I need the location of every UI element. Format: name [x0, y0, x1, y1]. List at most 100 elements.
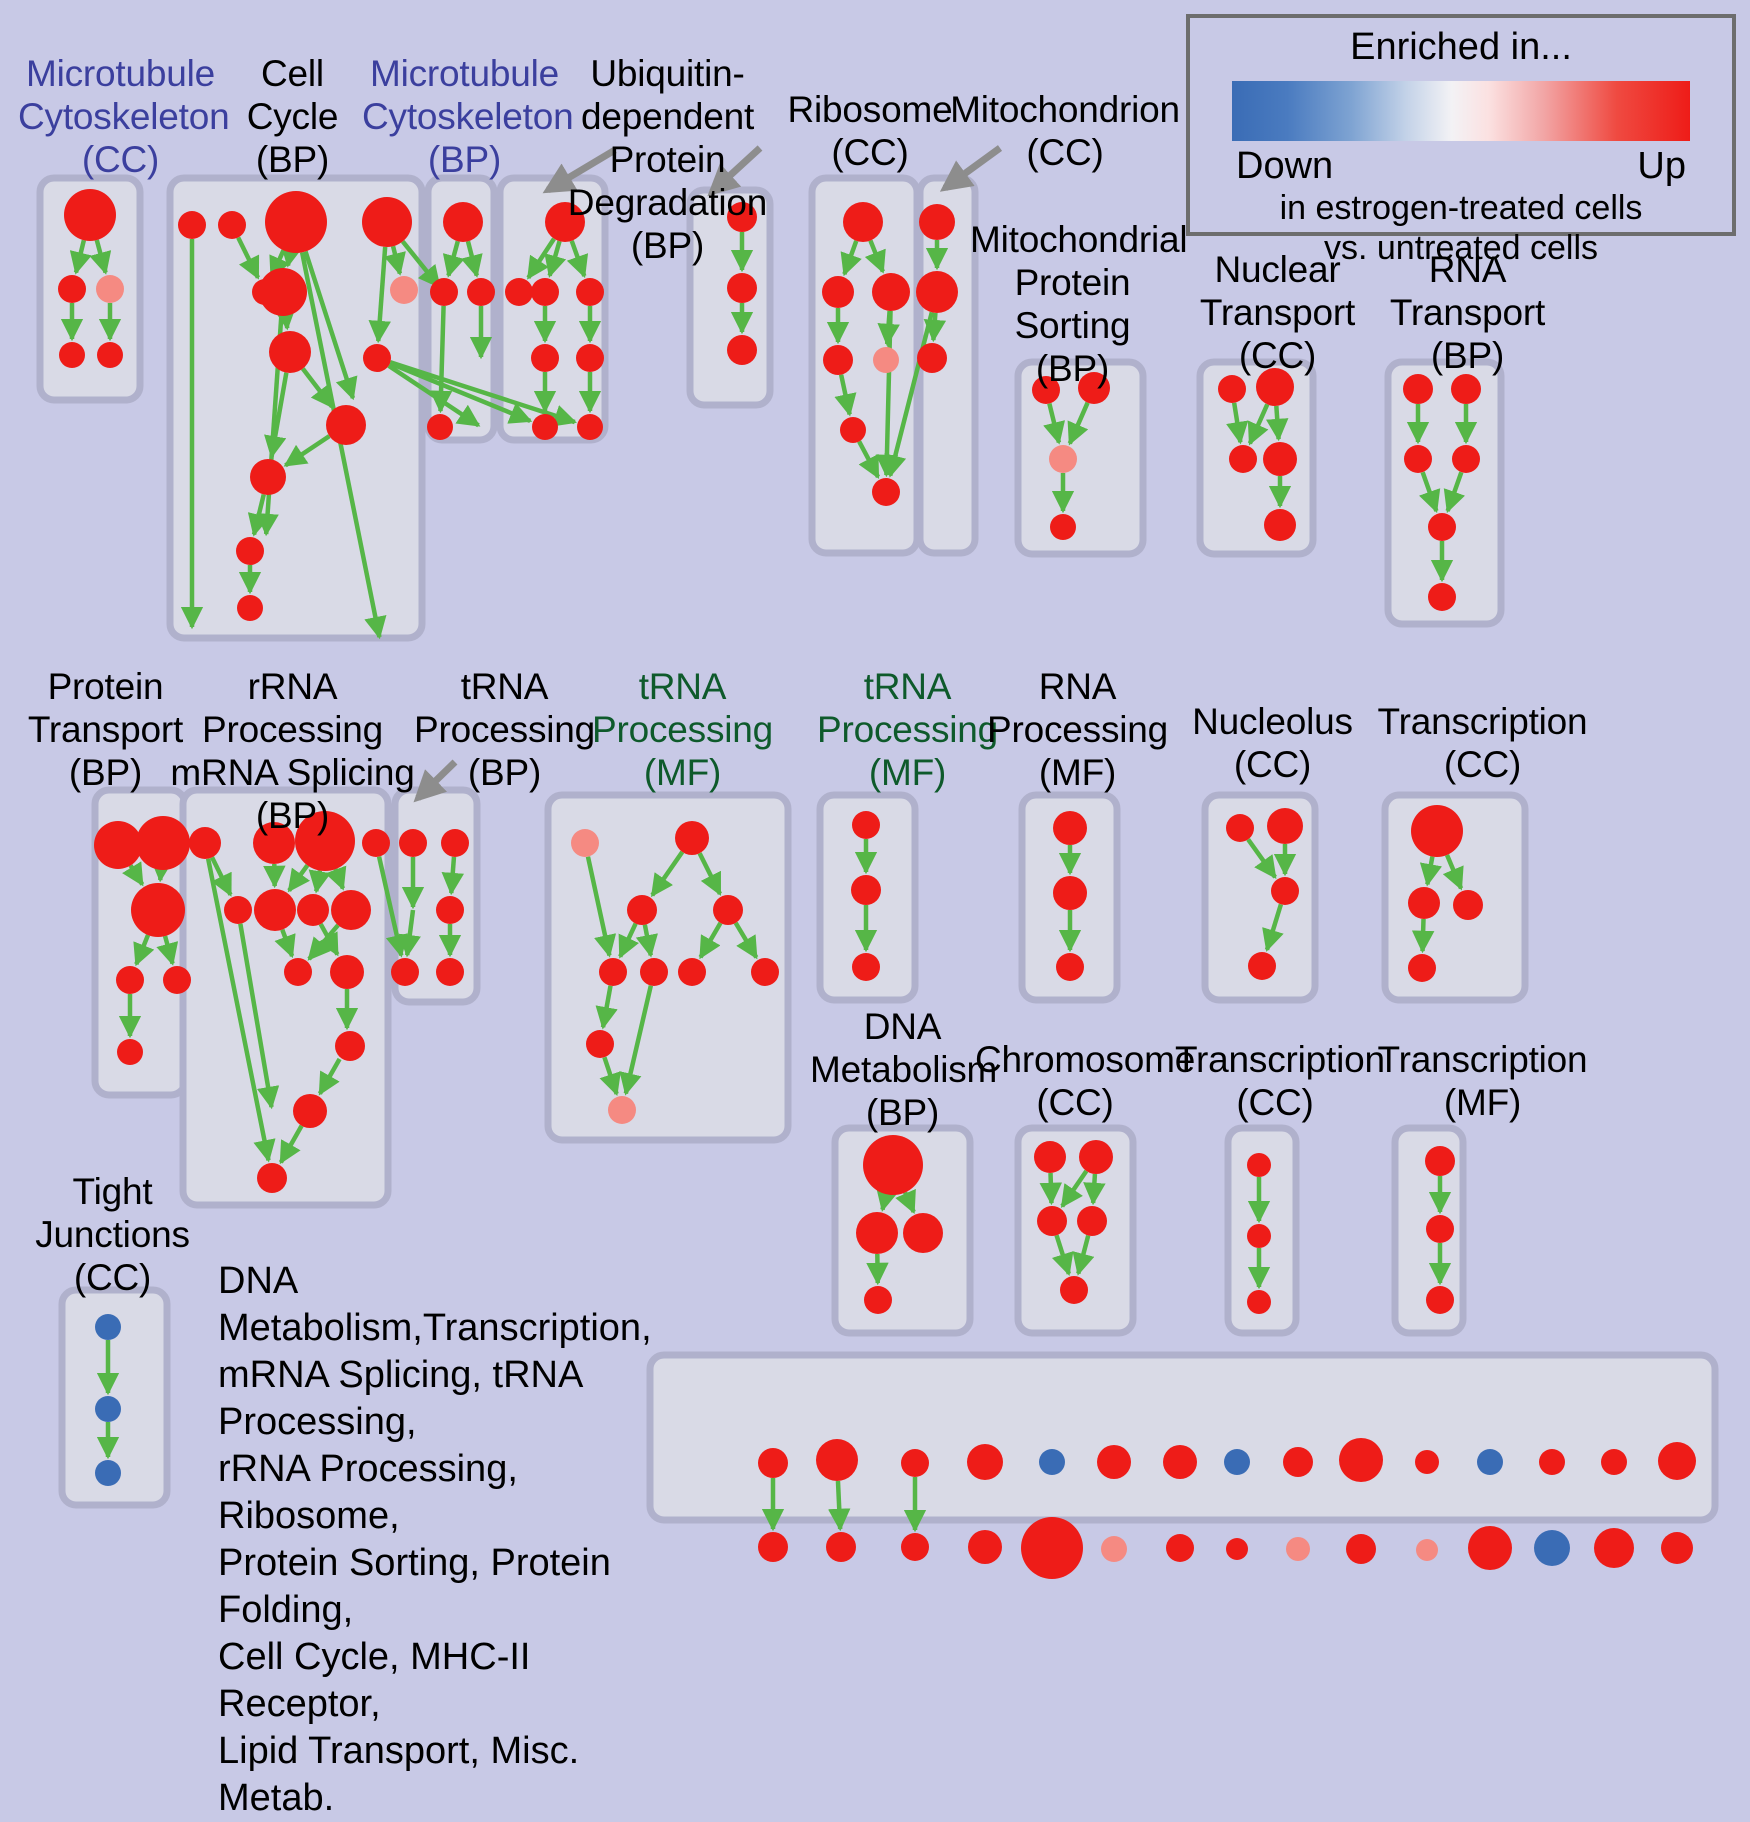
gene-node[interactable] — [917, 343, 947, 373]
gene-node[interactable] — [59, 342, 85, 368]
gene-node[interactable] — [1451, 374, 1481, 404]
gene-node[interactable] — [1218, 375, 1246, 403]
gene-node[interactable] — [901, 1449, 929, 1477]
gene-node[interactable] — [362, 197, 412, 247]
gene-node[interactable] — [1053, 876, 1087, 910]
gene-node[interactable] — [97, 342, 123, 368]
gene-node[interactable] — [1346, 1534, 1376, 1564]
gene-node[interactable] — [1247, 1224, 1271, 1248]
gene-node[interactable] — [1226, 814, 1254, 842]
gene-node[interactable] — [843, 202, 883, 242]
gene-node[interactable] — [441, 829, 469, 857]
gene-node[interactable] — [1053, 811, 1087, 845]
gene-node[interactable] — [1247, 1153, 1271, 1177]
gene-node[interactable] — [1264, 509, 1296, 541]
gene-node[interactable] — [117, 1039, 143, 1065]
gene-node[interactable] — [576, 344, 604, 372]
gene-node[interactable] — [1415, 1450, 1439, 1474]
gene-node[interactable] — [751, 958, 779, 986]
gene-node[interactable] — [1229, 445, 1257, 473]
gene-node[interactable] — [1049, 445, 1077, 473]
gene-node[interactable] — [856, 1212, 898, 1254]
gene-node[interactable] — [1271, 877, 1299, 905]
gene-node[interactable] — [163, 966, 191, 994]
gene-node[interactable] — [467, 278, 495, 306]
gene-node[interactable] — [1034, 1141, 1066, 1173]
gene-node[interactable] — [840, 417, 866, 443]
gene-node[interactable] — [1166, 1534, 1194, 1562]
gene-node[interactable] — [1468, 1526, 1512, 1570]
gene-node[interactable] — [822, 276, 854, 308]
gene-node[interactable] — [1101, 1536, 1127, 1562]
gene-node[interactable] — [727, 273, 757, 303]
gene-node[interactable] — [816, 1439, 858, 1481]
gene-node[interactable] — [916, 271, 958, 313]
gene-node[interactable] — [758, 1532, 788, 1562]
gene-node[interactable] — [95, 1460, 121, 1486]
gene-node[interactable] — [254, 889, 296, 931]
gene-node[interactable] — [224, 896, 252, 924]
gene-node[interactable] — [237, 595, 263, 621]
gene-node[interactable] — [1601, 1449, 1627, 1475]
gene-node[interactable] — [1267, 808, 1303, 844]
gene-node[interactable] — [1097, 1445, 1131, 1479]
gene-node[interactable] — [826, 1532, 856, 1562]
gene-node[interactable] — [1416, 1539, 1438, 1561]
gene-node[interactable] — [1039, 1449, 1065, 1475]
gene-node[interactable] — [1224, 1449, 1250, 1475]
panel-misc-strip[interactable] — [650, 1355, 1715, 1520]
gene-node[interactable] — [1426, 1215, 1454, 1243]
gene-node[interactable] — [269, 331, 311, 373]
gene-node[interactable] — [1408, 887, 1440, 919]
gene-node[interactable] — [675, 821, 709, 855]
gene-node[interactable] — [1037, 1206, 1067, 1236]
gene-node[interactable] — [1247, 1290, 1271, 1314]
gene-node[interactable] — [257, 1163, 287, 1193]
gene-node[interactable] — [1226, 1538, 1248, 1560]
gene-node[interactable] — [1453, 890, 1483, 920]
gene-node[interactable] — [903, 1213, 943, 1253]
gene-node[interactable] — [505, 278, 533, 306]
gene-node[interactable] — [250, 459, 286, 495]
gene-node[interactable] — [259, 268, 307, 316]
gene-node[interactable] — [95, 1396, 121, 1422]
gene-node[interactable] — [1452, 445, 1480, 473]
gene-node[interactable] — [293, 1094, 327, 1128]
gene-node[interactable] — [577, 414, 603, 440]
gene-node[interactable] — [436, 958, 464, 986]
gene-node[interactable] — [335, 1031, 365, 1061]
gene-node[interactable] — [713, 895, 743, 925]
gene-node[interactable] — [1594, 1528, 1634, 1568]
gene-node[interactable] — [1248, 952, 1276, 980]
gene-node[interactable] — [178, 211, 206, 239]
gene-node[interactable] — [571, 829, 599, 857]
gene-node[interactable] — [94, 821, 142, 869]
gene-node[interactable] — [1477, 1449, 1503, 1475]
gene-node[interactable] — [531, 278, 559, 306]
gene-node[interactable] — [1658, 1442, 1696, 1480]
gene-node[interactable] — [1056, 953, 1084, 981]
gene-node[interactable] — [1408, 954, 1436, 982]
gene-node[interactable] — [1411, 805, 1463, 857]
gene-node[interactable] — [326, 405, 366, 445]
gene-node[interactable] — [872, 273, 910, 311]
gene-node[interactable] — [116, 966, 144, 994]
gene-node[interactable] — [1534, 1530, 1570, 1566]
gene-node[interactable] — [330, 955, 364, 989]
gene-node[interactable] — [852, 811, 880, 839]
gene-node[interactable] — [58, 275, 86, 303]
gene-node[interactable] — [968, 1530, 1002, 1564]
gene-node[interactable] — [427, 414, 453, 440]
gene-node[interactable] — [967, 1444, 1003, 1480]
gene-node[interactable] — [1077, 1206, 1107, 1236]
gene-node[interactable] — [390, 276, 418, 304]
gene-node[interactable] — [627, 895, 657, 925]
gene-node[interactable] — [608, 1096, 636, 1124]
gene-node[interactable] — [64, 189, 116, 241]
gene-node[interactable] — [531, 344, 559, 372]
gene-node[interactable] — [1079, 1140, 1113, 1174]
gene-node[interactable] — [872, 478, 900, 506]
gene-node[interactable] — [678, 958, 706, 986]
gene-node[interactable] — [864, 1286, 892, 1314]
gene-node[interactable] — [727, 335, 757, 365]
